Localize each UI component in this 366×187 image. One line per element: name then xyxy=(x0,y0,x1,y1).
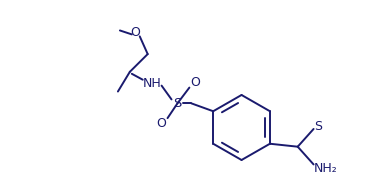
Text: S: S xyxy=(173,97,182,110)
Text: O: O xyxy=(157,117,167,130)
Text: O: O xyxy=(190,76,200,89)
Text: NH₂: NH₂ xyxy=(314,162,337,175)
Text: O: O xyxy=(130,26,140,39)
Text: S: S xyxy=(314,119,322,133)
Text: NH: NH xyxy=(142,77,161,90)
